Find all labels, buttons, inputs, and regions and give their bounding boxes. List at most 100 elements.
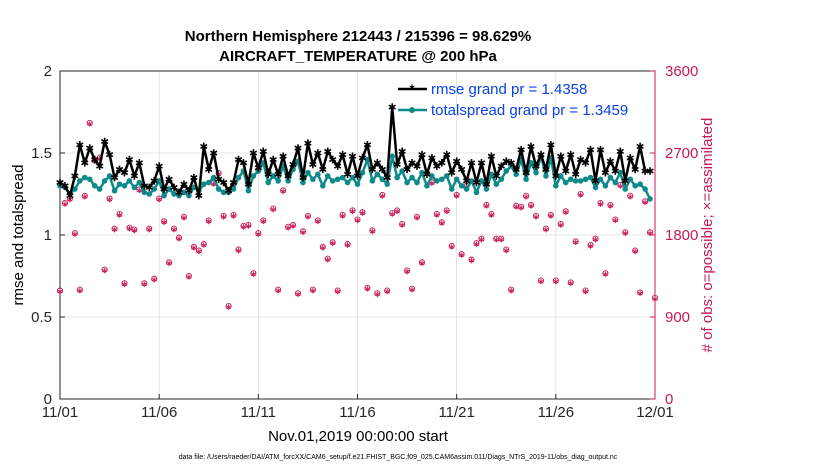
rmse-point: [373, 159, 382, 167]
obs-assimilated-marker: [111, 226, 118, 233]
totalspread-point: [592, 184, 599, 191]
rmse-point: [314, 149, 322, 157]
totalspread-point: [533, 169, 539, 176]
obs-assimilated-marker: [642, 199, 648, 206]
rmse-point: [264, 170, 272, 179]
rmse-point: [284, 172, 292, 180]
totalspread-point: [245, 187, 252, 194]
obs-assimilated-marker: [335, 288, 341, 295]
obs-assimilated-marker: [161, 219, 167, 226]
obs-assimilated-marker: [82, 194, 88, 200]
obs-assimilated-marker: [513, 204, 519, 210]
obs-assimilated-marker: [617, 183, 623, 189]
legend-totalspread-marker: [409, 107, 415, 113]
rmse-point: [338, 150, 347, 159]
totalspread-point: [503, 168, 510, 174]
obs-assimilated-marker: [553, 278, 559, 285]
rmse-point: [393, 160, 401, 169]
rmse-point: [304, 139, 312, 147]
rmse-point: [190, 173, 198, 182]
obs-assimilated-marker: [106, 196, 113, 203]
totalspread-point: [429, 173, 435, 179]
totalspread-point: [329, 178, 336, 184]
totalspread-point: [354, 181, 361, 187]
obs-assimilated-marker: [300, 229, 306, 236]
totalspread-point: [438, 176, 445, 183]
rmse-point: [145, 183, 153, 192]
rmse-point: [378, 165, 386, 174]
legend: * rmse grand pr = 1.4358 totalspread gra…: [398, 81, 628, 119]
series-layer: [56, 103, 654, 202]
rmse-point: [309, 160, 317, 169]
totalspread-point: [111, 187, 118, 194]
totalspread-point: [612, 179, 619, 186]
obs-assimilated-marker: [315, 218, 321, 225]
obs-assimilated-marker: [121, 281, 128, 288]
totalspread-point: [235, 174, 242, 181]
obs-assimilated-marker: [230, 213, 237, 219]
obs-assimilated-marker: [637, 290, 643, 297]
totalspread-point: [275, 178, 281, 184]
rmse-point: [571, 170, 580, 179]
obs-assimilated-marker: [87, 121, 93, 127]
x-tick-label: 11/11: [241, 404, 276, 421]
x-tick-label: 11/06: [141, 404, 177, 421]
rmse-point: [358, 154, 367, 162]
obs-assimilated-marker: [478, 236, 485, 243]
y-tick-label: 0.5: [31, 309, 52, 326]
rmse-point: [448, 168, 456, 177]
obs-assimilated-marker: [349, 208, 356, 215]
legend-totalspread-label: totalspread grand pr = 1.3459: [431, 102, 628, 119]
rmse-point: [472, 178, 481, 187]
rmse-point: [165, 175, 173, 184]
totalspread-point: [424, 183, 430, 189]
obs-assimilated-marker: [176, 235, 182, 242]
rmse-point: [398, 147, 406, 156]
totalspread-point: [220, 189, 227, 196]
rmse-point: [363, 141, 372, 149]
obs-assimilated-marker: [404, 268, 410, 275]
rmse-point: [170, 183, 178, 192]
totalspread-point: [210, 174, 217, 181]
obs-assimilated-marker: [146, 226, 152, 233]
x-axis-label: Nov.01,2019 00:00:00 start: [268, 428, 449, 445]
obs-assimilated-marker: [543, 226, 549, 233]
totalspread-point: [369, 178, 376, 184]
obs-assimilated-marker: [399, 222, 405, 228]
totalspread-point: [215, 186, 222, 192]
rmse-point: [368, 165, 377, 174]
totalspread-point: [106, 173, 113, 179]
totalspread-point: [319, 183, 326, 189]
obs-assimilated-marker: [220, 214, 227, 220]
rmse-point: [195, 191, 203, 200]
obs-assimilated-marker: [280, 188, 286, 195]
totalspread-point: [305, 169, 311, 176]
totalspread-point: [443, 173, 450, 179]
obs-assimilated-marker: [533, 214, 539, 220]
obs-assimilated-marker: [528, 203, 534, 209]
obs-assimilated-marker: [429, 180, 435, 186]
obs-assimilated-marker: [394, 208, 400, 215]
obs-assimilated-marker: [558, 222, 564, 228]
rmse-point: [130, 172, 139, 180]
obs-assimilated-marker: [285, 225, 291, 231]
obs-assimilated-marker: [240, 224, 247, 230]
rmse-point: [91, 155, 99, 164]
totalspread-point: [399, 168, 405, 174]
rmse-point: [95, 162, 104, 170]
obs-assimilated-marker: [379, 193, 385, 199]
rmse-point: [482, 180, 491, 188]
totalspread-point: [577, 178, 584, 184]
obs-assimilated-marker: [458, 252, 465, 258]
y2-tick-label: 900: [665, 309, 690, 326]
obs-assimilated-marker: [201, 242, 207, 248]
totalspread-point: [553, 183, 559, 189]
y-axis-label: rmse and totalspread: [10, 165, 27, 306]
totalspread-point: [339, 174, 346, 181]
obs-assimilated-marker: [116, 212, 123, 218]
totalspread-point: [602, 183, 609, 189]
obs-assimilated-marker: [563, 209, 569, 216]
rmse-point: [329, 155, 337, 164]
obs-assimilated-marker: [597, 201, 604, 207]
totalspread-point: [622, 186, 629, 192]
